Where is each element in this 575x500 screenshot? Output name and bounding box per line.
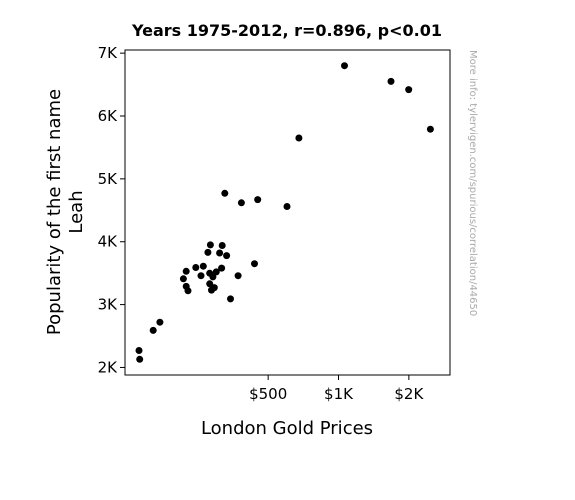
watermark-text: More info: tylervigen.com/spurious/corre… bbox=[467, 50, 478, 316]
data-point bbox=[283, 203, 291, 210]
y-tick-label: 7K bbox=[98, 44, 119, 62]
data-point bbox=[218, 242, 226, 249]
source-watermark: More info: tylervigen.com/spurious/corre… bbox=[467, 50, 478, 316]
data-point bbox=[199, 262, 207, 270]
data-point bbox=[223, 252, 231, 260]
y-tick-label: 2K bbox=[98, 358, 119, 376]
y-axis: 2K 3K 4K 5K 6K 7K bbox=[98, 44, 125, 376]
data-point bbox=[149, 326, 157, 334]
x-tick-label: $2K bbox=[394, 385, 424, 403]
y-axis-label: Popularity of the first name bbox=[44, 89, 65, 335]
y-tick-label: 5K bbox=[98, 170, 119, 188]
y-axis-label-line1: Popularity of the first name bbox=[44, 89, 65, 335]
data-point bbox=[218, 264, 226, 272]
data-point bbox=[216, 249, 224, 257]
data-points bbox=[135, 62, 434, 363]
y-tick-label: 4K bbox=[98, 233, 119, 251]
data-point bbox=[197, 272, 205, 280]
data-point bbox=[234, 272, 242, 280]
x-axis: $500 $1K $2K bbox=[249, 375, 424, 403]
x-axis-label: London Gold Prices bbox=[201, 418, 373, 439]
data-point bbox=[237, 199, 245, 207]
data-point bbox=[251, 260, 258, 268]
data-point bbox=[295, 134, 303, 142]
y-tick-label: 6K bbox=[98, 107, 119, 125]
data-point bbox=[341, 62, 348, 70]
data-point bbox=[184, 287, 192, 295]
y-axis-label-2: Leah bbox=[66, 190, 87, 233]
data-point bbox=[254, 196, 262, 204]
data-point bbox=[135, 347, 143, 354]
data-point bbox=[426, 125, 434, 133]
data-point bbox=[179, 275, 187, 283]
data-point bbox=[136, 355, 144, 363]
data-point bbox=[209, 273, 217, 281]
plot-area bbox=[124, 49, 451, 376]
chart-title: Years 1975-2012, r=0.896, p<0.01 bbox=[131, 21, 442, 40]
data-point bbox=[192, 264, 200, 271]
data-point bbox=[156, 318, 164, 326]
data-point bbox=[221, 189, 229, 197]
data-point bbox=[206, 280, 214, 288]
data-point bbox=[208, 286, 215, 294]
data-point bbox=[182, 267, 190, 275]
x-tick-label: $500 bbox=[249, 385, 287, 403]
x-tick-label: $1K bbox=[324, 385, 354, 403]
data-point bbox=[227, 295, 234, 303]
data-point bbox=[387, 77, 395, 85]
data-point bbox=[204, 248, 212, 256]
data-point bbox=[405, 86, 413, 94]
y-tick-label: 3K bbox=[98, 296, 119, 314]
data-point bbox=[212, 268, 220, 276]
data-point bbox=[206, 241, 214, 249]
y-axis-label-line2: Leah bbox=[66, 190, 87, 233]
